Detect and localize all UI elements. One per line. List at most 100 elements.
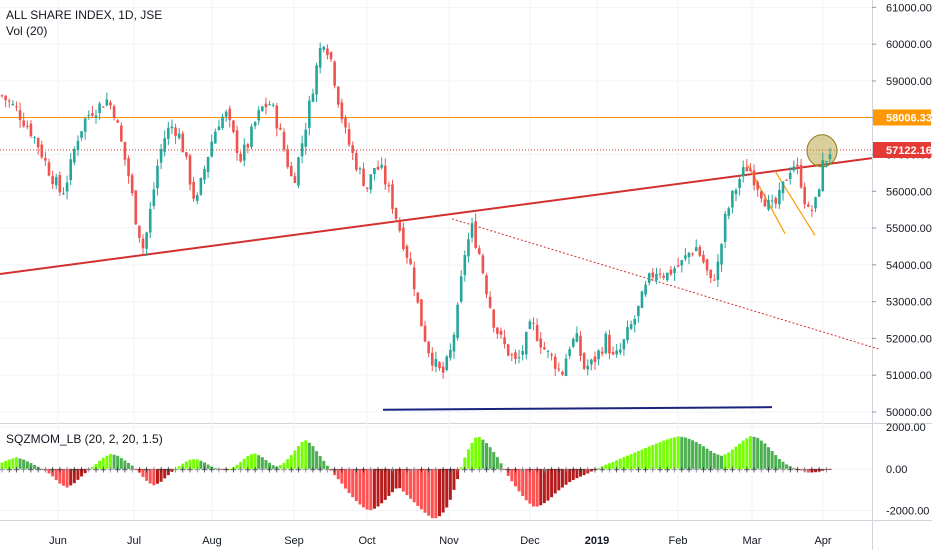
squeeze-dot: +: [273, 465, 281, 475]
candle: [720, 243, 723, 272]
momentum-bar: [87, 468, 91, 470]
momentum-bar: [546, 468, 550, 501]
momentum-bar: [40, 468, 44, 470]
momentum-bar: [286, 459, 290, 469]
candle-body: [214, 131, 217, 144]
momentum-bar: [806, 468, 810, 473]
momentum-bar: [459, 467, 463, 469]
squeeze-dot: +: [0, 465, 6, 475]
candle-body: [391, 184, 394, 210]
squeeze-dot: +: [403, 465, 411, 475]
candle: [365, 187, 369, 193]
candle: [481, 253, 485, 275]
candle-body: [210, 141, 214, 157]
candle: [91, 105, 94, 118]
candle-body: [694, 247, 698, 252]
momentum-bar: [25, 461, 29, 469]
candle-body: [33, 137, 36, 139]
momentum-bar: [665, 439, 669, 469]
candle-body: [441, 366, 445, 373]
candle-body: [29, 123, 33, 137]
momentum-bar: [94, 463, 98, 469]
momentum-bar: [626, 455, 630, 469]
candle: [449, 343, 452, 361]
candle: [134, 189, 138, 225]
candle: [33, 135, 36, 144]
momentum-bar: [80, 468, 84, 477]
candle: [253, 121, 257, 130]
candle: [402, 222, 405, 252]
candle: [637, 305, 640, 323]
candle: [156, 159, 159, 196]
candle-body: [723, 213, 727, 242]
candle: [763, 193, 767, 207]
squeeze-dot: +: [497, 465, 505, 475]
candle: [673, 266, 676, 281]
candle-body: [326, 48, 329, 56]
momentum-bar: [752, 436, 756, 469]
candle-body: [271, 104, 275, 106]
momentum-bar: [647, 446, 651, 469]
squeeze-dot: +: [237, 465, 245, 475]
momentum-bar: [553, 468, 557, 494]
squeeze-dot: +: [541, 465, 549, 475]
candle-body: [242, 144, 246, 161]
candle: [279, 123, 282, 131]
momentum-bar: [810, 468, 814, 473]
momentum-bar: [65, 468, 69, 488]
candle: [470, 217, 474, 243]
momentum-bar: [716, 454, 720, 469]
time-tick-label: Aug: [202, 535, 222, 547]
momentum-bar: [618, 458, 622, 469]
squeeze-dot: +: [656, 465, 664, 475]
candle: [383, 158, 387, 190]
candle-body: [58, 174, 62, 193]
momentum-bar: [803, 468, 807, 472]
candle: [347, 122, 351, 147]
flag-channel-lower: [774, 170, 816, 236]
momentum-bar: [116, 455, 120, 469]
candle-body: [474, 221, 477, 248]
squeeze-dot: +: [56, 465, 64, 475]
candle: [655, 267, 658, 285]
momentum-bar: [380, 468, 384, 504]
candle: [26, 120, 29, 130]
candle-body: [745, 167, 749, 172]
candle: [503, 329, 506, 349]
momentum-bar: [441, 468, 445, 513]
squeeze-dot: +: [635, 465, 643, 475]
momentum-bar: [311, 446, 315, 469]
momentum-bar: [329, 468, 333, 471]
candle-body: [4, 95, 7, 101]
squeeze-dot: +: [714, 465, 722, 475]
candle: [195, 192, 199, 205]
momentum-bar: [130, 465, 134, 469]
squeeze-dot: +: [504, 465, 512, 475]
candle-body: [120, 125, 123, 142]
momentum-bar: [532, 468, 536, 507]
candle-body: [76, 140, 80, 150]
momentum-bar: [564, 468, 568, 485]
momentum-bar: [712, 453, 716, 469]
candle-body: [799, 164, 803, 188]
time-tick-label: Mar: [743, 535, 762, 547]
candle: [456, 302, 459, 341]
squeeze-dot: +: [316, 465, 324, 475]
candle: [499, 327, 503, 339]
candle: [87, 110, 91, 120]
candle-body: [322, 46, 326, 50]
squeeze-dot: +: [179, 465, 187, 475]
candle: [62, 187, 65, 196]
candle-body: [785, 179, 788, 181]
momentum-bar: [289, 455, 293, 469]
momentum-bar: [824, 468, 828, 471]
candle-body: [546, 350, 550, 352]
time-tick-label: Sep: [284, 535, 304, 547]
momentum-bar: [33, 464, 37, 469]
momentum-bar: [662, 440, 666, 469]
resistance-price-label: 58006.33: [873, 109, 932, 126]
candle: [391, 179, 394, 214]
squeeze-dot: +: [353, 465, 361, 475]
candle: [825, 161, 828, 168]
candle-body: [705, 259, 709, 271]
